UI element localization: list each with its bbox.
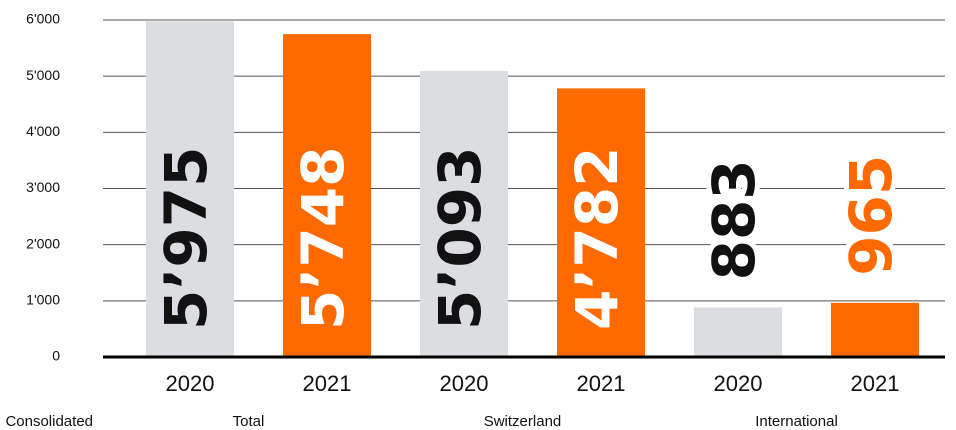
group-label: Switzerland (484, 413, 562, 430)
x-tick-label: 2021 (303, 371, 352, 396)
x-tick-label: 2020 (440, 371, 489, 396)
x-tick-label: 2021 (851, 371, 900, 396)
y-tick-label: 1'000 (26, 292, 60, 308)
y-tick-label: 2'000 (26, 235, 60, 251)
group-label: International (755, 413, 838, 430)
y-tick-label: 5'000 (26, 67, 60, 83)
value-label: 5’748 (289, 147, 357, 330)
x-tick-label: 2020 (714, 371, 763, 396)
y-tick-label: 6'000 (26, 11, 60, 27)
value-label: 5’975 (152, 147, 220, 330)
bar (420, 70, 508, 357)
x-tick-label: 2020 (166, 371, 215, 396)
x-tick-label: 2021 (577, 371, 626, 396)
y-tick-label: 4'000 (26, 123, 60, 139)
value-label: 883 (700, 159, 768, 280)
value-label: 4’782 (563, 147, 631, 330)
bar (557, 88, 645, 357)
axis-label: Consolidated (5, 413, 93, 430)
bar (694, 307, 782, 357)
y-tick-label: 3'000 (26, 179, 60, 195)
value-label: 5’093 (426, 147, 494, 330)
group-label: Total (233, 413, 265, 430)
bar (283, 34, 371, 358)
bar (831, 302, 919, 357)
value-label: 965 (837, 155, 905, 276)
y-tick-label: 0 (52, 348, 60, 364)
bar (146, 21, 234, 357)
